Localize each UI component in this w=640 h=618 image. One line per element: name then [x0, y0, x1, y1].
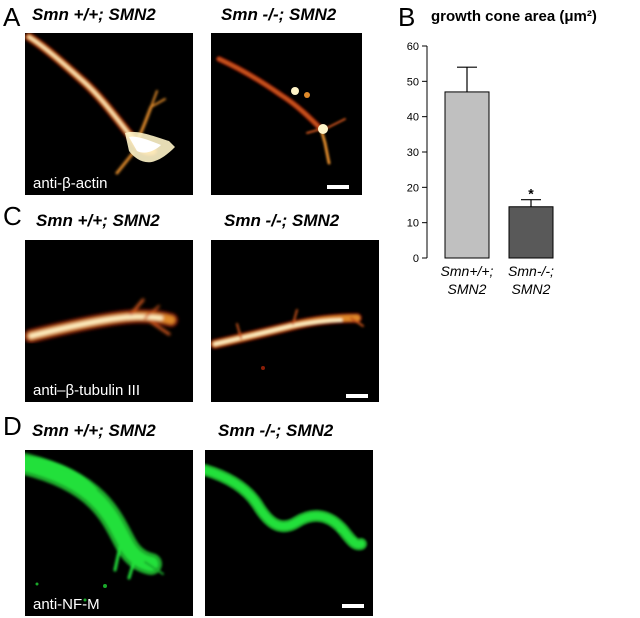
- chart-title: growth cone area (μm²): [431, 8, 597, 25]
- micrograph-c-knockout: [211, 240, 379, 402]
- scale-bar-a: [327, 185, 349, 189]
- y-tick-label: 10: [407, 218, 419, 230]
- stain-label-c: anti–β-tubulin III: [33, 382, 141, 399]
- scale-bar-d: [342, 604, 364, 608]
- chart-canvas: 0 10 20 30 40 50 60 Smn+/+; SMN2 * Smn-/-; SMN2: [407, 41, 554, 297]
- micrograph-a-knockout: [211, 33, 362, 195]
- micrograph-a-wildtype: [25, 33, 193, 195]
- panel-c-right-title: Smn -/-; SMN2: [224, 211, 340, 230]
- micrograph-d-knockout: [205, 450, 373, 616]
- y-tick-label: 40: [407, 112, 419, 124]
- growth-cone-bar-chart: 0 10 20 30 40 50 60 Smn+/+; SMN2 * Smn-/-; SMN2: [395, 30, 640, 310]
- y-tick-label: 50: [407, 76, 419, 88]
- category-label-knockout: Smn-/-;: [508, 263, 554, 279]
- y-tick-label: 30: [407, 147, 419, 159]
- y-tick-label: 20: [407, 182, 419, 194]
- significance-star: *: [528, 186, 534, 202]
- y-tick-label: 0: [413, 253, 419, 265]
- panel-d-right-title: Smn -/-; SMN2: [218, 421, 334, 440]
- bar-wildtype: [444, 91, 490, 259]
- panel-a-right-title: Smn -/-; SMN2: [221, 5, 337, 24]
- panel-label-c: C: [3, 201, 22, 231]
- panel-label-a: A: [3, 2, 21, 32]
- bar-knockout: [508, 206, 554, 259]
- micrograph-c-wildtype: [25, 240, 193, 402]
- category-label-wildtype: Smn+/+;: [441, 263, 494, 279]
- stain-label-a: anti-β-actin: [33, 175, 108, 192]
- panel-label-d: D: [3, 411, 22, 441]
- panel-a-left-title: Smn +/+; SMN2: [32, 5, 156, 24]
- category-label-wildtype: SMN2: [448, 281, 487, 297]
- stain-label-d: anti-NF-M: [33, 596, 100, 613]
- y-tick-label: 60: [407, 41, 419, 53]
- scale-bar-c: [346, 394, 368, 398]
- panel-d-left-title: Smn +/+; SMN2: [32, 421, 156, 440]
- panel-label-b: B: [398, 2, 416, 32]
- panel-c-left-title: Smn +/+; SMN2: [36, 211, 160, 230]
- micrograph-d-wildtype: [25, 450, 193, 616]
- category-label-knockout: SMN2: [512, 281, 551, 297]
